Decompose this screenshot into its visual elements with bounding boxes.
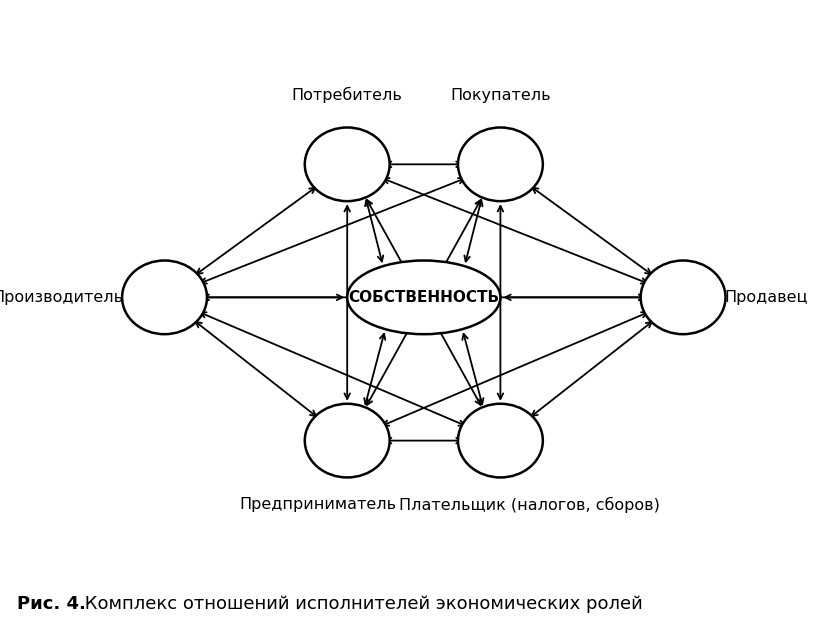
- Text: Потребитель: Потребитель: [292, 87, 403, 103]
- Circle shape: [122, 260, 207, 334]
- Text: Плательщик (налогов, сборов): Плательщик (налогов, сборов): [400, 496, 661, 513]
- Circle shape: [458, 128, 543, 201]
- Circle shape: [305, 404, 390, 478]
- Circle shape: [305, 128, 390, 201]
- Text: Рис. 4.: Рис. 4.: [17, 595, 86, 613]
- Text: Комплекс отношений исполнителей экономических ролей: Комплекс отношений исполнителей экономич…: [79, 595, 642, 613]
- Text: СОБСТВЕННОСТЬ: СОБСТВЕННОСТЬ: [348, 290, 499, 305]
- Circle shape: [641, 260, 725, 334]
- Text: Покупатель: Покупатель: [450, 88, 551, 103]
- Ellipse shape: [347, 260, 500, 334]
- Circle shape: [458, 404, 543, 478]
- Text: Производитель: Производитель: [0, 290, 123, 305]
- Text: Предприниматель: Предприниматель: [239, 497, 396, 512]
- Text: Продавец: Продавец: [725, 290, 808, 305]
